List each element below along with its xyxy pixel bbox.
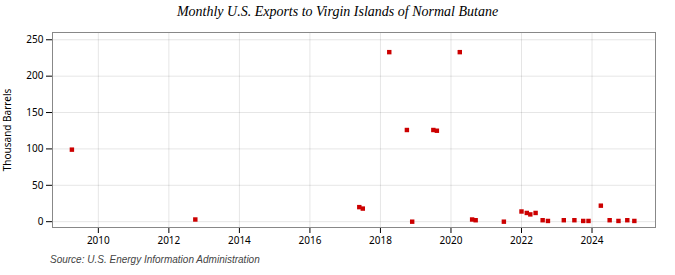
svg-text:2020: 2020: [440, 233, 463, 247]
svg-text:2010: 2010: [87, 233, 110, 247]
svg-text:2016: 2016: [298, 233, 321, 247]
svg-text:2024: 2024: [581, 233, 604, 247]
svg-text:2018: 2018: [369, 233, 392, 247]
svg-text:2012: 2012: [157, 233, 180, 247]
svg-text:0: 0: [38, 214, 44, 228]
html-text:Source: U.S. Energy Informatio: Source: U.S. Energy Information Administ…: [50, 254, 260, 265]
svg-text:2014: 2014: [228, 233, 251, 247]
svg-text:150: 150: [26, 105, 43, 119]
svg-text:50: 50: [32, 177, 44, 191]
svg-text:100: 100: [26, 141, 43, 155]
html-text:Monthly U.S. Exports to Virgin: Monthly U.S. Exports to Virgin Islands o…: [176, 4, 499, 19]
svg-text:250: 250: [26, 32, 43, 46]
svg-text:200: 200: [26, 68, 43, 82]
svg-text:Thousand Barrels: Thousand Barrels: [0, 89, 14, 172]
svg-text:2022: 2022: [510, 233, 533, 247]
